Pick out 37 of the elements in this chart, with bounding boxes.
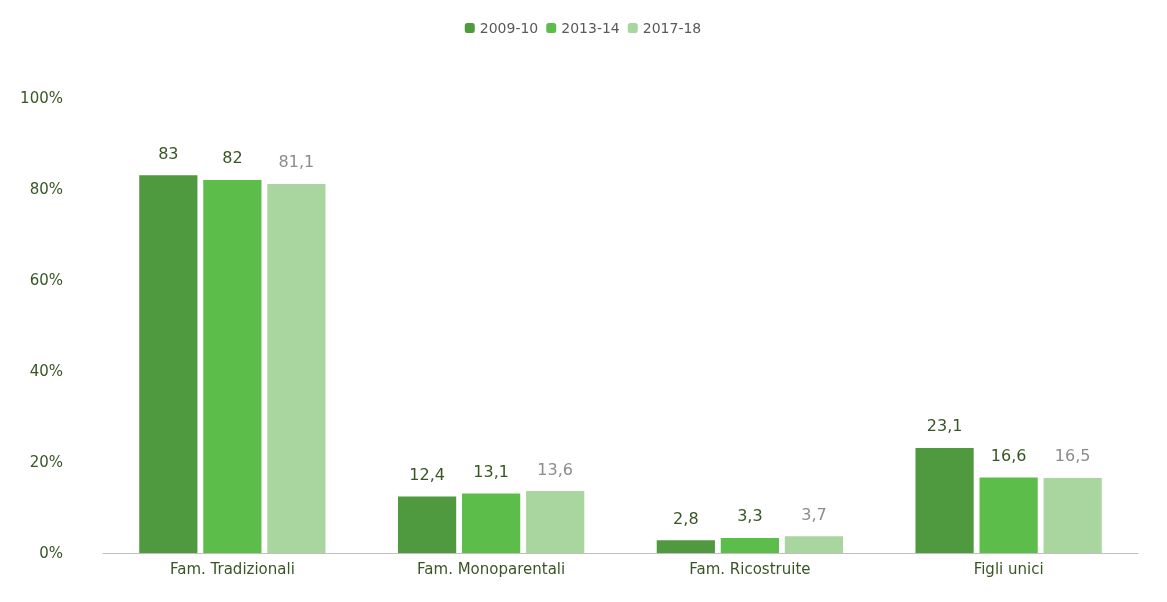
data-label: 16,5 (1054, 446, 1091, 466)
data-label: 23,1 (926, 416, 963, 436)
bar (979, 477, 1038, 553)
data-label: 82 (222, 148, 243, 168)
bar (267, 184, 326, 553)
y-tick-label: 80% (29, 180, 63, 198)
data-label: 13,6 (537, 459, 573, 479)
y-tick-label: 60% (29, 271, 63, 289)
bar (1043, 477, 1102, 553)
y-tick-label: 40% (29, 362, 63, 380)
data-label: 2,8 (673, 508, 699, 528)
data-label: 3,7 (801, 504, 827, 524)
x-tick-label: Fam. Monoparentali (417, 559, 566, 578)
y-tick-label: 100% (20, 89, 63, 107)
bar (720, 537, 779, 553)
bar (203, 179, 262, 553)
bar (915, 447, 974, 553)
x-tick-label: Fam. Ricostruite (689, 559, 811, 578)
legend-label: 2017-18 (642, 20, 702, 36)
data-label: 13,1 (473, 461, 509, 481)
bar (139, 175, 198, 553)
x-tick-label: Figli unici (973, 559, 1044, 578)
y-tick-label: 20% (29, 453, 63, 471)
bar (784, 536, 844, 553)
bar (526, 491, 585, 553)
bar (656, 540, 715, 553)
data-label: 81,1 (278, 152, 315, 172)
data-label: 12,4 (409, 465, 445, 485)
legend-label: 2013-14 (561, 20, 620, 36)
data-label: 3,3 (737, 506, 763, 526)
legend-label: 2009-10 (479, 20, 539, 36)
data-label: 83 (158, 143, 179, 163)
data-label: 16,6 (990, 445, 1027, 465)
x-tick-label: Fam. Tradizionali (169, 559, 295, 578)
bar (462, 493, 521, 553)
y-tick-label: 0% (39, 544, 63, 562)
bar (397, 496, 457, 553)
